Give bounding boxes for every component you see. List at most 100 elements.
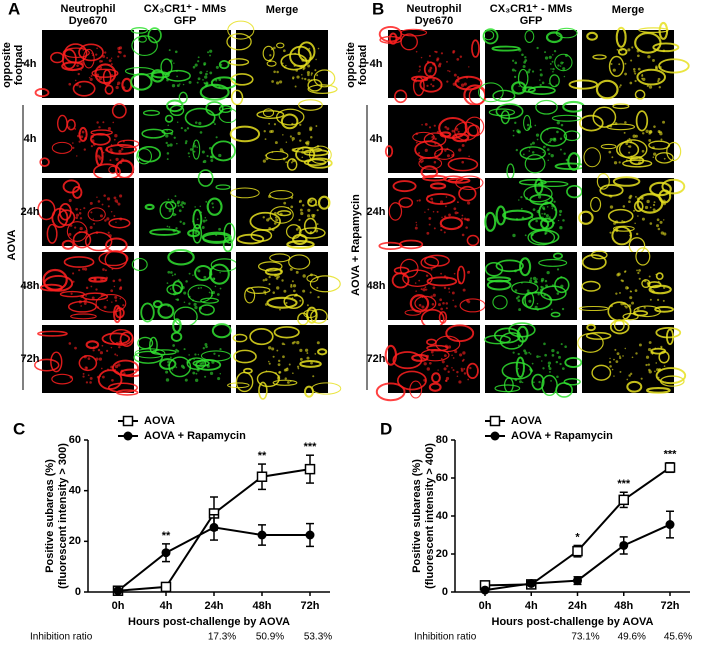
- speckle: [642, 132, 645, 135]
- speckle: [216, 293, 220, 296]
- speckle: [79, 208, 82, 211]
- speckle: [452, 357, 455, 359]
- tissue-outline: [458, 185, 477, 202]
- speckle: [301, 58, 305, 62]
- speckle: [648, 341, 652, 344]
- tissue-outline: [586, 31, 598, 41]
- tissue-outline: [184, 107, 216, 128]
- speckle: [84, 366, 88, 370]
- speckle: [205, 345, 208, 349]
- tissue-outline: [581, 280, 601, 292]
- tissue-outline: [223, 222, 236, 244]
- micrograph: [375, 324, 480, 402]
- tissue-outline: [249, 328, 274, 346]
- speckle: [219, 347, 222, 351]
- speckle: [421, 296, 424, 299]
- speckle: [317, 47, 320, 50]
- ratio-label: Inhibition ratio: [30, 632, 93, 643]
- speckle: [461, 214, 464, 217]
- speckle: [468, 155, 470, 158]
- speckle: [168, 209, 172, 213]
- speckle: [116, 83, 119, 86]
- speckle: [528, 68, 531, 71]
- speckle: [188, 354, 190, 356]
- tissue-outline: [409, 294, 430, 313]
- speckle: [527, 127, 530, 131]
- speckle: [171, 198, 173, 201]
- tissue-outline: [131, 257, 148, 272]
- speckle: [113, 196, 117, 200]
- speckle: [179, 220, 182, 223]
- speckle: [624, 62, 627, 65]
- speckle: [101, 203, 104, 206]
- speckle: [308, 199, 313, 203]
- speckle: [550, 380, 552, 382]
- group-label: opposite: [1, 42, 13, 88]
- speckle: [83, 148, 86, 151]
- speckle: [298, 218, 301, 222]
- speckle: [556, 277, 560, 280]
- speckle: [420, 56, 423, 59]
- tissue-outline: [404, 309, 422, 316]
- speckle: [309, 291, 312, 294]
- speckle: [637, 271, 640, 275]
- speckle: [69, 224, 73, 227]
- speckle: [626, 287, 629, 290]
- tissue-outline: [529, 193, 554, 206]
- speckle: [647, 363, 651, 366]
- speckle: [462, 358, 465, 361]
- speckle: [551, 284, 555, 287]
- speckle: [281, 279, 284, 282]
- speckle: [651, 353, 654, 355]
- speckle: [78, 212, 82, 215]
- speckle: [200, 286, 203, 289]
- micrograph: [485, 99, 586, 180]
- speckle: [72, 272, 75, 275]
- speckle: [452, 82, 456, 86]
- speckle: [176, 75, 178, 78]
- speckle: [198, 306, 202, 310]
- speckle: [630, 155, 633, 159]
- speckle: [643, 306, 646, 309]
- speckle: [428, 223, 431, 226]
- speckle: [524, 234, 527, 237]
- speckle: [113, 215, 116, 217]
- speckle: [448, 70, 451, 73]
- speckle: [183, 291, 187, 295]
- speckle: [299, 357, 303, 361]
- speckle: [627, 48, 631, 52]
- y-axis-label: Positive subareas (%): [411, 459, 423, 573]
- tissue-outline: [538, 258, 568, 267]
- speckle: [274, 273, 278, 278]
- tissue-outline: [51, 373, 74, 385]
- micrograph: [136, 99, 239, 173]
- speckle: [535, 133, 540, 137]
- speckle: [188, 272, 191, 275]
- micrograph-bg: [42, 30, 134, 98]
- speckle: [99, 60, 102, 63]
- speckle: [200, 211, 203, 214]
- y-tick-label: 40: [69, 485, 81, 497]
- speckle: [434, 152, 437, 155]
- speckle: [276, 70, 279, 74]
- tissue-outline: [563, 377, 581, 386]
- speckle: [463, 82, 467, 86]
- marker: [572, 545, 583, 557]
- speckle: [308, 47, 311, 50]
- tissue-outline: [586, 323, 596, 332]
- tissue-outline: [303, 385, 315, 398]
- significance: ***: [617, 478, 631, 490]
- speckle: [166, 78, 169, 82]
- row-label: 72h: [21, 353, 40, 365]
- tissue-outline: [613, 319, 625, 332]
- micrograph-bg: [236, 105, 328, 173]
- speckle: [90, 145, 94, 148]
- speckle: [521, 216, 525, 220]
- tissue-outline: [307, 78, 323, 92]
- speckle: [299, 348, 303, 352]
- speckle: [551, 207, 554, 210]
- speckle: [451, 354, 453, 357]
- speckle: [543, 342, 546, 346]
- speckle: [630, 372, 633, 375]
- tissue-outline: [578, 306, 609, 312]
